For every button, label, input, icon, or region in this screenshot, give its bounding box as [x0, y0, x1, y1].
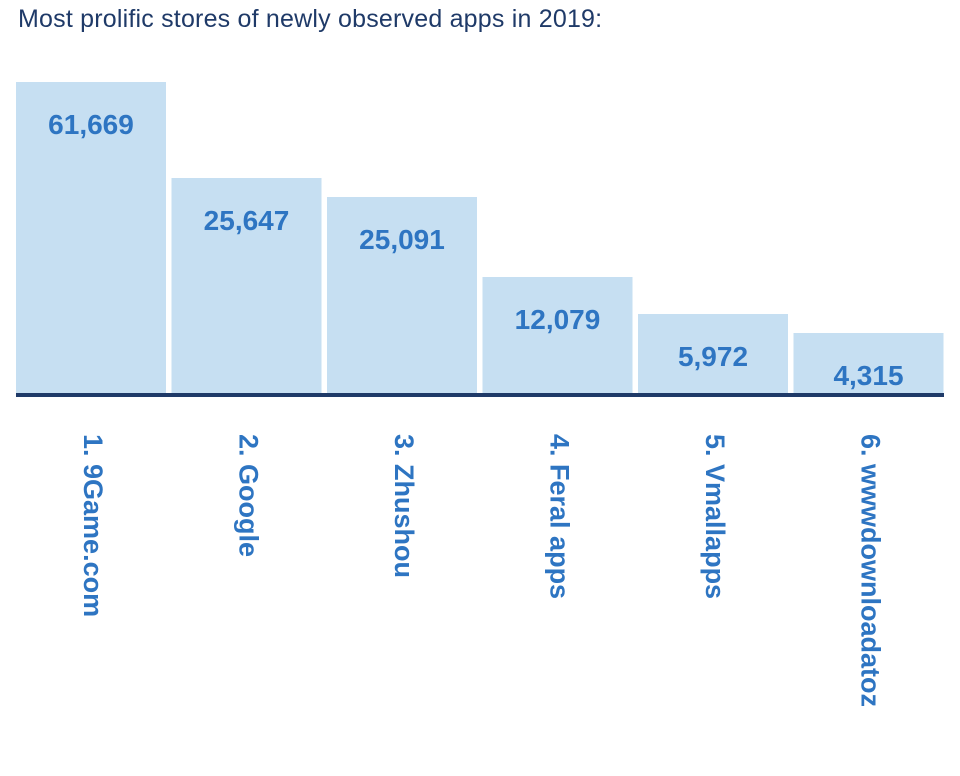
bar-value-label-3: 25,091 [359, 224, 445, 255]
bar-1 [16, 82, 166, 393]
bar-5 [638, 314, 788, 393]
bar-value-label-5: 5,972 [678, 341, 748, 372]
category-label-1: 1. 9Game.com [78, 434, 108, 617]
category-label-3: 3. Zhushou [389, 434, 419, 578]
category-label-2: 2. Google [233, 434, 263, 557]
bar-value-label-4: 12,079 [515, 304, 601, 335]
chart-title: Most prolific stores of newly observed a… [18, 5, 603, 33]
category-label-5: 5. Vmallapps [700, 434, 730, 599]
bar-4 [482, 277, 633, 393]
bar-3 [327, 197, 477, 393]
category-label-4: 4. Feral apps [544, 434, 574, 599]
bar-value-label-1: 61,669 [48, 109, 134, 140]
bar-value-label-6: 4,315 [833, 360, 903, 391]
category-label-6: 6. wwwdownloadatoz [855, 434, 885, 707]
bar-6 [793, 333, 944, 393]
bar-value-label-2: 25,647 [204, 205, 290, 236]
bar-2 [171, 178, 322, 393]
